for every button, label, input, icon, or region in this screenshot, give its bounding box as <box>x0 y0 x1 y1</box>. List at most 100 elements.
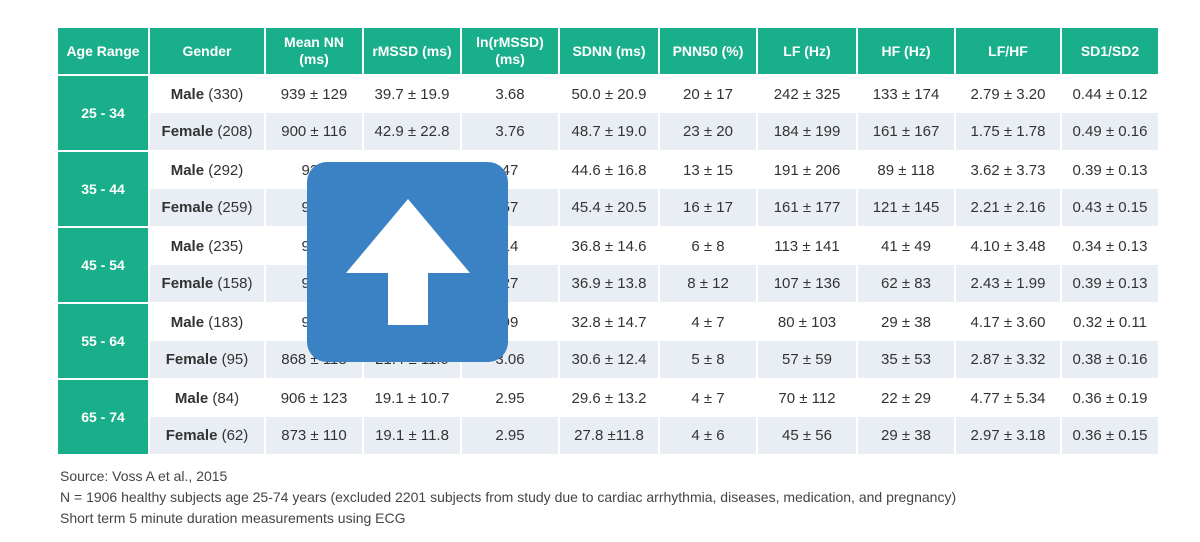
column-header: rMSSD (ms) <box>364 28 460 74</box>
age-range-cell: 55 - 64 <box>58 302 148 378</box>
gender-label: Male <box>170 86 205 103</box>
table-header-row: Age Range Gender Mean NN (ms) rMSSD (ms) ln(r… <box>58 28 1158 74</box>
table-row: Female (95)868 ± 11821.4 ± 11.93.0630.6 … <box>58 341 1158 378</box>
column-header-text: PNN50 (%) <box>672 42 744 59</box>
value-cell: 0.43 ± 0.15 <box>1062 189 1158 226</box>
gender-cell: Male (330) <box>150 74 264 113</box>
value-cell: 8 ± 12 <box>660 265 756 302</box>
gender-label: Female <box>161 199 214 216</box>
value-cell: 36.9 ± 13.8 <box>560 265 658 302</box>
column-header: SD1/SD2 <box>1062 28 1158 74</box>
sample-count: (84) <box>212 390 240 407</box>
column-header: HF (Hz) <box>858 28 954 74</box>
value-cell: 2.79 ± 3.20 <box>956 74 1060 113</box>
arrow-up-icon <box>345 199 470 325</box>
value-cell: 4 ± 7 <box>660 302 756 341</box>
value-cell: 42.9 ± 22.8 <box>364 113 460 150</box>
gender-cell: Female (158) <box>150 265 264 302</box>
hrv-norms-table: Age Range Gender Mean NN (ms) rMSSD (ms) ln(r… <box>56 28 1160 454</box>
value-cell: 242 ± 325 <box>758 74 856 113</box>
value-cell: 5 ± 8 <box>660 341 756 378</box>
value-cell: 4 ± 6 <box>660 417 756 454</box>
gender-label: Male <box>174 390 209 407</box>
value-cell: 3.68 <box>462 74 558 113</box>
value-cell: 906 ± 123 <box>266 378 362 417</box>
value-cell: 23 ± 20 <box>660 113 756 150</box>
value-cell: 121 ± 145 <box>858 189 954 226</box>
value-cell: 0.44 ± 0.12 <box>1062 74 1158 113</box>
age-range-cell: 35 - 44 <box>58 150 148 226</box>
table-footnotes: Source: Voss A et al., 2015 N = 1906 hea… <box>60 466 956 529</box>
value-cell: 16 ± 17 <box>660 189 756 226</box>
value-cell: 6 ± 8 <box>660 226 756 265</box>
value-cell: 2.95 <box>462 417 558 454</box>
gender-cell: Female (259) <box>150 189 264 226</box>
value-cell: 44.6 ± 16.8 <box>560 150 658 189</box>
value-cell: 45 ± 56 <box>758 417 856 454</box>
gender-label: Male <box>170 238 205 255</box>
value-cell: 113 ± 141 <box>758 226 856 265</box>
value-cell: 80 ± 103 <box>758 302 856 341</box>
value-cell: 41 ± 49 <box>858 226 954 265</box>
column-header-text: (ms) <box>299 51 329 67</box>
value-cell: 184 ± 199 <box>758 113 856 150</box>
value-cell: 133 ± 174 <box>858 74 954 113</box>
value-cell: 0.32 ± 0.11 <box>1062 302 1158 341</box>
column-header-text: Age Range <box>66 42 140 59</box>
column-header: Gender <box>150 28 264 74</box>
gender-label: Female <box>165 427 218 444</box>
column-header: Age Range <box>58 28 148 74</box>
gender-label: Female <box>165 351 218 368</box>
value-cell: 29.6 ± 13.2 <box>560 378 658 417</box>
value-cell: 22 ± 29 <box>858 378 954 417</box>
gender-cell: Male (84) <box>150 378 264 417</box>
value-cell: 939 ± 129 <box>266 74 362 113</box>
column-header: PNN50 (%) <box>660 28 756 74</box>
sample-count: (330) <box>208 86 244 103</box>
value-cell: 2.95 <box>462 378 558 417</box>
gender-cell: Male (292) <box>150 150 264 189</box>
value-cell: 161 ± 177 <box>758 189 856 226</box>
column-header-text: ln(rMSSD) <box>476 34 544 50</box>
value-cell: 29 ± 38 <box>858 417 954 454</box>
scroll-up-button[interactable] <box>307 162 508 362</box>
value-cell: 1.75 ± 1.78 <box>956 113 1060 150</box>
column-header: Mean NN (ms) <box>266 28 362 74</box>
value-cell: 161 ± 167 <box>858 113 954 150</box>
sample-count: (158) <box>217 275 253 292</box>
gender-label: Male <box>170 162 205 179</box>
column-header-text: HF (Hz) <box>881 42 931 59</box>
value-cell: 191 ± 206 <box>758 150 856 189</box>
value-cell: 0.39 ± 0.13 <box>1062 265 1158 302</box>
gender-cell: Male (183) <box>150 302 264 341</box>
column-header-text: SD1/SD2 <box>1080 42 1140 59</box>
value-cell: 89 ± 118 <box>858 150 954 189</box>
gender-label: Male <box>170 314 205 331</box>
sample-count: (259) <box>217 199 253 216</box>
value-cell: 45.4 ± 20.5 <box>560 189 658 226</box>
source-note: Source: Voss A et al., 2015 <box>60 468 228 484</box>
value-cell: 50.0 ± 20.9 <box>560 74 658 113</box>
value-cell: 873 ± 110 <box>266 417 362 454</box>
value-cell: 0.36 ± 0.15 <box>1062 417 1158 454</box>
age-range-cell: 25 - 34 <box>58 74 148 150</box>
age-range-cell: 45 - 54 <box>58 226 148 302</box>
value-cell: 900 ± 116 <box>266 113 362 150</box>
value-cell: 107 ± 136 <box>758 265 856 302</box>
value-cell: 20 ± 17 <box>660 74 756 113</box>
subjects-note: N = 1906 healthy subjects age 25-74 year… <box>60 489 957 505</box>
gender-cell: Male (235) <box>150 226 264 265</box>
value-cell: 0.49 ± 0.16 <box>1062 113 1158 150</box>
column-header-text: LF (Hz) <box>783 42 831 59</box>
value-cell: 36.8 ± 14.6 <box>560 226 658 265</box>
value-cell: 32.8 ± 14.7 <box>560 302 658 341</box>
hrv-table-container: Age Range Gender Mean NN (ms) rMSSD (ms) ln(r… <box>58 28 1158 454</box>
table-row: Female (208) 900 ± 116 42.9 ± 22.8 3.76 48.7… <box>58 113 1158 150</box>
table-row: 25 - 34 Male (330) 939 ± 129 39.7 ± 19.9 3.6… <box>58 74 1158 150</box>
value-cell: 4.77 ± 5.34 <box>956 378 1060 417</box>
method-note: Short term 5 minute duration measurement… <box>60 510 406 526</box>
